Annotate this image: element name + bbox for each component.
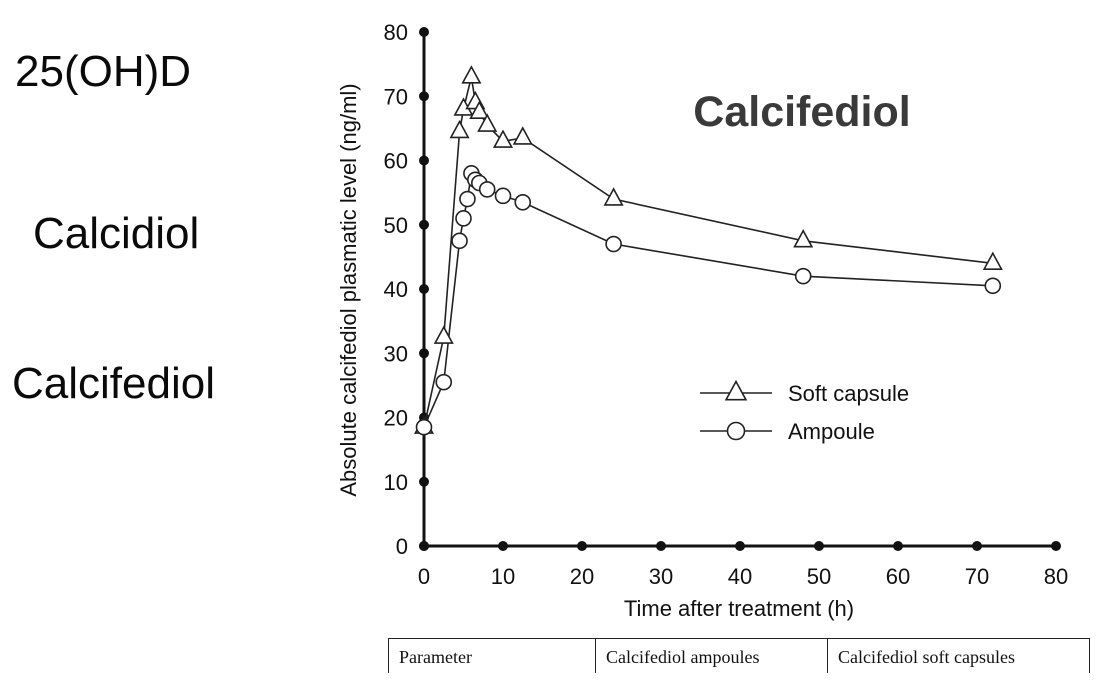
- side-label-calcidiol: Calcidiol: [33, 209, 200, 258]
- x-tick-dot: [577, 541, 587, 551]
- table-header-soft-capsules: Calcifediol soft capsules: [827, 639, 1089, 673]
- x-tick-label: 30: [649, 564, 673, 589]
- x-tick-label: 40: [728, 564, 752, 589]
- x-tick-dot: [1051, 541, 1061, 551]
- y-tick-dot: [419, 155, 429, 166]
- point-ampoule: [794, 267, 812, 285]
- point-ampoule: [984, 277, 1002, 295]
- x-tick-label: 60: [886, 564, 910, 589]
- x-tick-label: 80: [1044, 564, 1068, 589]
- point-soft-capsule: [603, 187, 624, 206]
- y-tick-label: 80: [384, 20, 408, 45]
- y-tick-label: 60: [384, 149, 408, 174]
- y-tick-dot: [419, 541, 429, 551]
- point-ampoule: [514, 193, 532, 211]
- point-soft-capsule: [512, 126, 533, 145]
- legend-marker-ampoule: [726, 421, 746, 441]
- side-label-calcifediol: Calcifediol: [12, 359, 215, 408]
- point-ampoule: [605, 235, 622, 253]
- y-tick-label: 40: [384, 277, 408, 302]
- legend-label-ampoule: Ampoule: [788, 419, 875, 444]
- x-tick-dot: [893, 541, 903, 551]
- x-tick-label: 70: [965, 564, 989, 589]
- x-tick-dot: [972, 541, 982, 551]
- legend-label-soft-capsule: Soft capsule: [788, 381, 909, 406]
- point-soft-capsule: [477, 113, 498, 132]
- point-ampoule: [415, 418, 433, 436]
- table-header-ampoules: Calcifediol ampoules: [595, 639, 827, 673]
- y-tick-label: 20: [384, 406, 408, 431]
- table-header-parameter: Parameter: [399, 647, 472, 667]
- y-tick-dot: [419, 476, 429, 487]
- y-tick-label: 30: [384, 341, 408, 366]
- point-soft-capsule: [433, 325, 454, 344]
- point-ampoule: [494, 187, 512, 205]
- x-tick-dot: [814, 541, 824, 551]
- point-soft-capsule: [492, 129, 514, 148]
- y-axis-label: Absolute calcifediol plasmatic level (ng…: [336, 83, 361, 496]
- y-tick-dot: [419, 219, 429, 230]
- point-ampoule: [451, 232, 468, 250]
- y-tick-dot: [419, 27, 429, 37]
- legend-marker-soft-capsule: [724, 379, 748, 401]
- point-ampoule: [478, 181, 496, 198]
- y-tick-label: 10: [384, 470, 408, 495]
- x-tick-dot: [735, 541, 745, 551]
- y-tick-dot: [419, 284, 429, 294]
- parameter-table-header: Parameter Calcifediol ampoules Calcifedi…: [388, 638, 1090, 673]
- calcifediol-chart: 0 10 20 30 40 50 60 70 80 0 10 20 30 40 50 60 70 80 Calci…: [336, 20, 1069, 621]
- x-tick-label: 20: [570, 564, 594, 589]
- chart-title: Calcifediol: [693, 88, 910, 136]
- point-soft-capsule: [461, 65, 482, 84]
- point-soft-capsule: [449, 119, 470, 139]
- y-tick-label: 0: [396, 534, 408, 559]
- y-tick-label: 50: [384, 213, 408, 238]
- x-tick-dot: [656, 541, 666, 551]
- x-tick-label: 10: [491, 564, 515, 589]
- x-tick-dot: [498, 541, 508, 551]
- x-axis-label: Time after treatment (h): [624, 596, 854, 621]
- chart-legend: Soft capsule Ampoule: [700, 379, 909, 444]
- x-tick-label: 0: [418, 564, 430, 589]
- y-tick-dot: [419, 91, 429, 102]
- point-ampoule: [435, 373, 453, 391]
- x-tick-label: 50: [807, 564, 831, 589]
- point-soft-capsule: [793, 229, 814, 248]
- chart-series-markers: [413, 65, 1003, 436]
- y-tick-label: 70: [384, 84, 408, 109]
- side-label-25ohd: 25(OH)D: [15, 47, 192, 96]
- point-ampoule: [459, 190, 476, 208]
- point-ampoule: [455, 210, 472, 227]
- y-tick-dot: [419, 348, 429, 359]
- chart-ticks: 0 10 20 30 40 50 60 70 80 0 10 20 30 40 50 60 70 80: [384, 20, 1069, 589]
- point-soft-capsule: [469, 100, 490, 119]
- point-soft-capsule: [982, 251, 1003, 270]
